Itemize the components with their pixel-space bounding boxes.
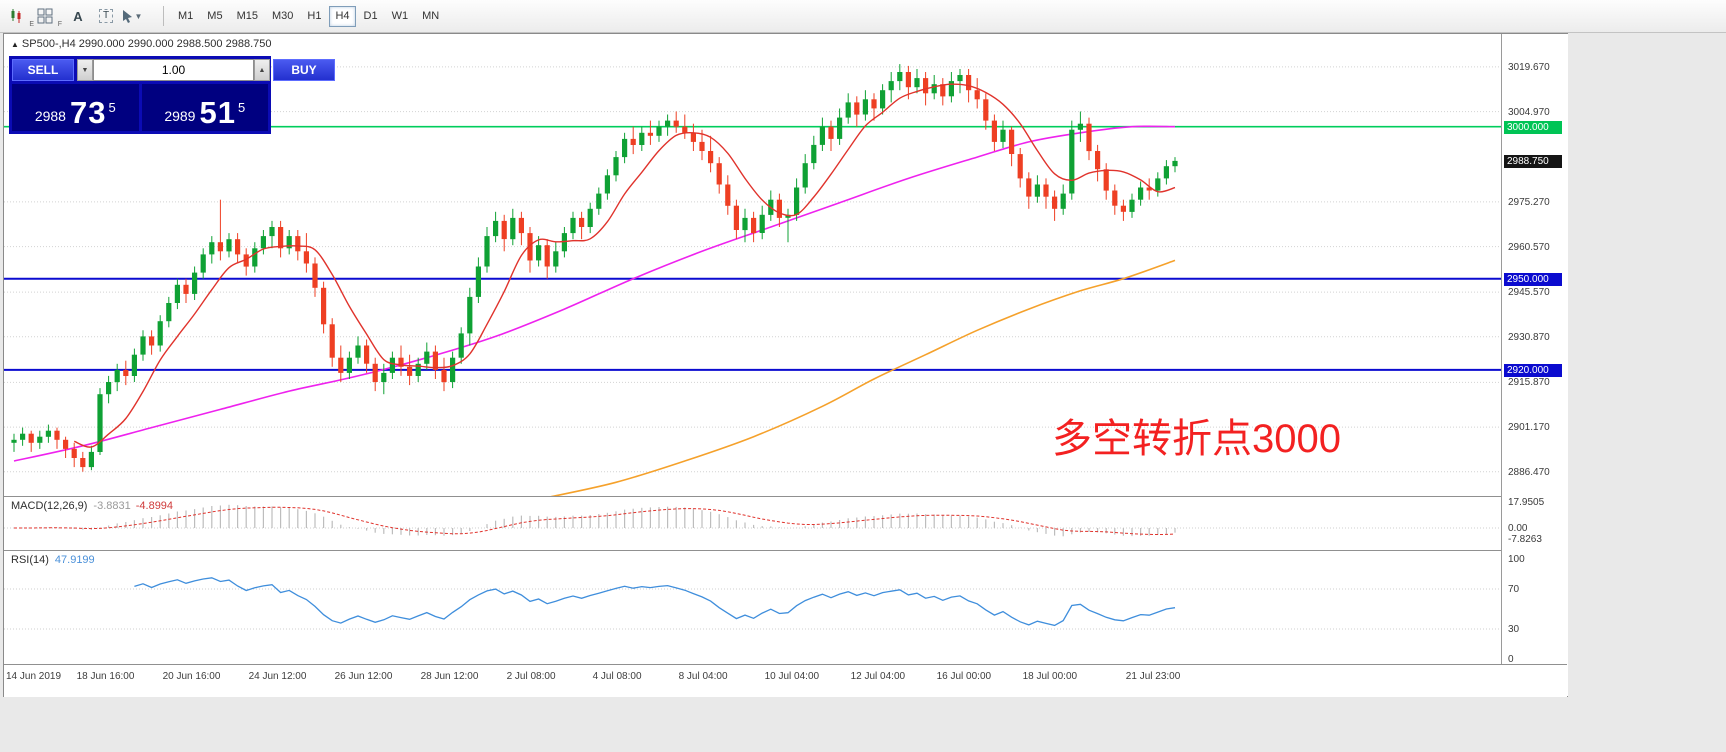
timeframe-button-M5[interactable]: M5 bbox=[207, 10, 223, 22]
time-axis-label: 14 Jun 2019 bbox=[6, 671, 62, 682]
price-axis[interactable]: 3019.670 3004.970 3000.000 2988.750 2975.270… bbox=[1501, 34, 1568, 696]
time-axis-label: 18 Jul 00:00 bbox=[1022, 671, 1078, 682]
axis-label: 2988.750 bbox=[1504, 154, 1562, 168]
collapse-triangle-icon[interactable]: ▲ bbox=[11, 40, 19, 49]
time-axis[interactable]: 14 Jun 2019 18 Jun 16:00 20 Jun 16:00 24 Ju… bbox=[4, 664, 1567, 697]
buy-price-display[interactable]: 2989 51 5 bbox=[141, 84, 268, 131]
timeframe-button-D1[interactable]: D1 bbox=[363, 10, 378, 22]
axis-label: 100 bbox=[1508, 554, 1525, 565]
volume-stepper: ▼ ▲ bbox=[77, 59, 270, 81]
rsi-label: RSI(14) 47.9199 bbox=[11, 554, 95, 566]
rsi-panel-plot[interactable] bbox=[4, 551, 1501, 664]
macd-label: MACD(12,26,9) -3.8831 -4.8994 bbox=[11, 500, 174, 512]
timeframe-button-W1[interactable]: W1 bbox=[391, 10, 409, 22]
tile-windows-icon[interactable]: F bbox=[37, 4, 63, 28]
time-axis-label: 12 Jul 04:00 bbox=[850, 671, 906, 682]
axis-label: 30 bbox=[1508, 624, 1520, 635]
toolbar: E F A T ▼ M1 M5 M15 M30 H1 H4 D1 W1 MN bbox=[0, 0, 1726, 33]
axis-label: 2886.470 bbox=[1508, 466, 1550, 478]
main-chart-plot[interactable] bbox=[4, 34, 1501, 496]
timeframe-button-M30[interactable]: M30 bbox=[271, 10, 294, 22]
text-tool-icon[interactable]: T bbox=[93, 4, 119, 28]
time-axis-label: 21 Jul 23:00 bbox=[1125, 671, 1181, 682]
axis-label: 3000.000 bbox=[1504, 120, 1562, 134]
panel-separator[interactable] bbox=[4, 496, 1567, 497]
chart-candles-icon[interactable]: E bbox=[9, 4, 35, 28]
chart-ohlc-header: ▲ SP500-,H4 2990.000 2990.000 2988.500 29… bbox=[11, 38, 271, 50]
timeframe-button-M1[interactable]: M1 bbox=[178, 10, 194, 22]
axis-label: 3004.970 bbox=[1508, 106, 1550, 118]
icon-badge: E bbox=[29, 21, 34, 28]
time-axis-label: 28 Jun 12:00 bbox=[420, 671, 479, 682]
axis-label: 2960.570 bbox=[1508, 241, 1550, 253]
axis-label: 2975.270 bbox=[1508, 196, 1550, 208]
time-axis-label: 16 Jul 00:00 bbox=[936, 671, 992, 682]
axis-label: 2950.000 bbox=[1504, 272, 1562, 286]
crosshair-tools-icon[interactable]: ▼ bbox=[121, 4, 155, 28]
axis-label: 0.00 bbox=[1508, 523, 1528, 534]
time-axis-label: 20 Jun 16:00 bbox=[162, 671, 221, 682]
volume-down-button[interactable]: ▼ bbox=[77, 59, 93, 81]
chevron-down-icon: ▼ bbox=[134, 11, 143, 21]
tiles-glyph bbox=[37, 8, 53, 24]
candles-glyph bbox=[11, 9, 21, 23]
timeframe-button-M15[interactable]: M15 bbox=[236, 10, 258, 22]
time-axis-label: 10 Jul 04:00 bbox=[764, 671, 820, 682]
time-axis-label: 24 Jun 12:00 bbox=[248, 671, 307, 682]
sell-price-display[interactable]: 2988 73 5 bbox=[12, 84, 139, 131]
timeframe-button-MN[interactable]: MN bbox=[422, 10, 440, 22]
icon-badge: F bbox=[57, 21, 62, 28]
axis-label: 70 bbox=[1508, 584, 1520, 595]
timeframe-group: M1 M5 M15 M30 H1 H4 D1 W1 MN bbox=[171, 5, 446, 27]
axis-label: 2920.000 bbox=[1504, 363, 1562, 377]
cursor-glyph bbox=[123, 9, 132, 23]
buy-button[interactable]: BUY bbox=[273, 59, 335, 81]
macd-panel-plot[interactable] bbox=[4, 497, 1501, 550]
chart-annotation-text[interactable]: 多空转折点3000 bbox=[1052, 417, 1341, 461]
time-axis-label: 2 Jul 08:00 bbox=[506, 671, 556, 682]
timeframe-button-H4[interactable]: H4 bbox=[329, 5, 356, 27]
axis-label: 0 bbox=[1508, 654, 1514, 665]
time-axis-label: 4 Jul 08:00 bbox=[592, 671, 642, 682]
axis-label: 2915.870 bbox=[1508, 377, 1550, 389]
axis-label: 17.9505 bbox=[1508, 497, 1545, 508]
label-tool-icon[interactable]: A bbox=[73, 8, 83, 24]
time-axis-label: 18 Jun 16:00 bbox=[76, 671, 135, 682]
volume-up-button[interactable]: ▲ bbox=[254, 59, 270, 81]
volume-input[interactable] bbox=[93, 59, 254, 81]
time-axis-label: 26 Jun 12:00 bbox=[334, 671, 393, 682]
panel-separator[interactable] bbox=[4, 550, 1567, 551]
axis-label: -7.8263 bbox=[1508, 534, 1542, 546]
timeframe-button-H1[interactable]: H1 bbox=[307, 10, 322, 22]
chart-window: ▲ SP500-,H4 2990.000 2990.000 2988.500 29… bbox=[3, 33, 1568, 697]
axis-label: 2945.570 bbox=[1508, 287, 1550, 299]
axis-label: 3019.670 bbox=[1508, 61, 1550, 73]
sell-button[interactable]: SELL bbox=[12, 59, 74, 81]
chart-ohlc-text: SP500-,H4 2990.000 2990.000 2988.500 298… bbox=[21, 38, 272, 50]
axis-label: 2930.870 bbox=[1508, 331, 1550, 343]
toolbar-separator bbox=[163, 6, 164, 26]
axis-label: 2901.170 bbox=[1508, 422, 1550, 434]
time-axis-label: 8 Jul 04:00 bbox=[678, 671, 728, 682]
